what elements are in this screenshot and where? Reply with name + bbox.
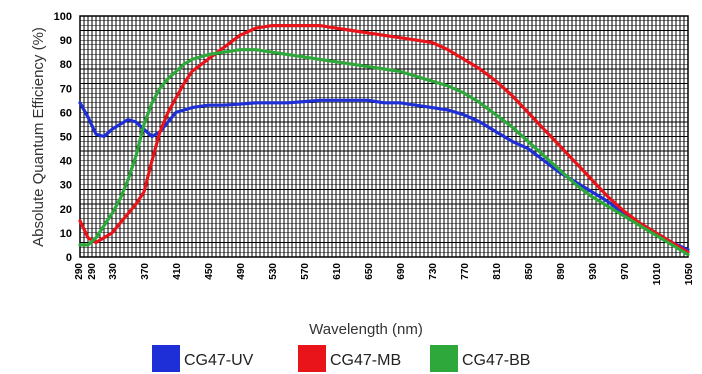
legend-swatch-cg47-bb bbox=[430, 345, 458, 372]
y-tick-label: 80 bbox=[60, 59, 72, 71]
legend-label-cg47-bb: CG47-BB bbox=[462, 352, 530, 369]
legend-label-cg47-uv: CG47-UV bbox=[184, 352, 254, 369]
chart-legend: CG47-UV CG47-MB CG47-BB bbox=[152, 345, 530, 372]
y-tick-label: 50 bbox=[60, 132, 72, 144]
x-tick-label: 930 bbox=[588, 263, 599, 280]
y-tick-label: 30 bbox=[60, 180, 72, 192]
x-tick-label: 970 bbox=[620, 263, 631, 280]
x-tick-label: 330 bbox=[108, 263, 119, 280]
y-tick-label: 60 bbox=[60, 107, 72, 119]
legend-label-cg47-mb: CG47-MB bbox=[330, 352, 401, 369]
x-tick-label: 690 bbox=[396, 263, 407, 280]
legend-swatch-cg47-mb bbox=[298, 345, 326, 372]
y-tick-label: 70 bbox=[60, 83, 72, 95]
y-axis-label: Absolute Quantum Efficiency (%) bbox=[30, 27, 47, 247]
x-tick-label: 1050 bbox=[684, 263, 695, 286]
chart-axes bbox=[79, 15, 689, 258]
series-layer bbox=[78, 24, 690, 257]
x-tick-label: 1010 bbox=[652, 263, 663, 286]
x-tick-label: 370 bbox=[140, 263, 151, 280]
x-tick-label: 730 bbox=[428, 263, 439, 280]
x-tick-label: 290 bbox=[74, 263, 85, 280]
x-tick-label: 610 bbox=[332, 263, 343, 280]
x-tick-label: 770 bbox=[460, 263, 471, 280]
x-tick-label: 450 bbox=[204, 263, 215, 280]
x-tick-label: 890 bbox=[556, 263, 567, 280]
y-tick-label: 0 bbox=[66, 252, 72, 264]
y-tick-label: 90 bbox=[60, 35, 72, 47]
y-tick-label: 10 bbox=[60, 228, 72, 240]
series-line-cg47-bb bbox=[78, 48, 690, 257]
x-tick-label: 850 bbox=[524, 263, 535, 280]
y-tick-labels: 0 10 20 30 40 50 60 70 80 90 100 bbox=[54, 11, 72, 264]
x-tick-label: 810 bbox=[492, 263, 503, 280]
x-tick-label: 290 bbox=[87, 263, 98, 280]
plot-frame bbox=[79, 15, 689, 258]
chart-grid bbox=[79, 15, 689, 258]
x-tick-label: 410 bbox=[172, 263, 183, 280]
series-line-cg47-mb bbox=[78, 24, 690, 254]
x-tick-label: 650 bbox=[364, 263, 375, 280]
x-axis-label: Wavelength (nm) bbox=[309, 321, 423, 338]
y-tick-label: 100 bbox=[54, 11, 72, 23]
legend-swatch-cg47-uv bbox=[152, 345, 180, 372]
x-tick-label: 570 bbox=[300, 263, 311, 280]
x-tick-labels: 290 290 330 370 410 450 490 530 570 610 650 690 730 7… bbox=[74, 263, 695, 286]
x-tick-label: 530 bbox=[268, 263, 279, 280]
x-tick-label: 490 bbox=[236, 263, 247, 280]
y-tick-label: 40 bbox=[60, 156, 72, 168]
y-tick-label: 20 bbox=[60, 204, 72, 216]
